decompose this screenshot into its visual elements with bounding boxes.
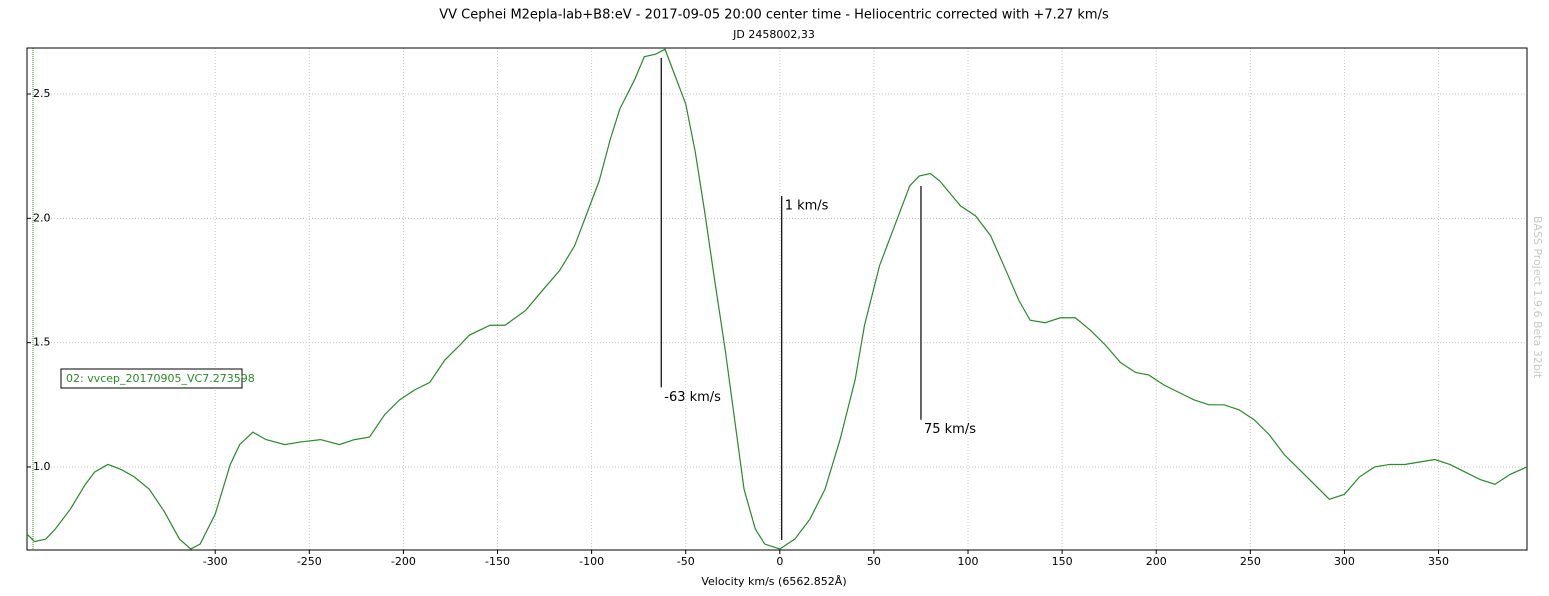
- annotation-label: -63 km/s: [664, 390, 721, 405]
- annotation-label: 75 km/s: [924, 422, 976, 437]
- y-tick-label: 1.0: [33, 460, 51, 473]
- y-tick-label: 2.0: [33, 211, 51, 224]
- legend-label: 02: vvcep_20170905_VC7.273598: [66, 372, 255, 385]
- legend-box: [60, 368, 243, 389]
- x-tick-label: -150: [485, 555, 510, 568]
- x-tick-label: -50: [677, 555, 695, 568]
- x-tick-label: -250: [297, 555, 322, 568]
- x-tick-label: 200: [1146, 555, 1167, 568]
- data-line: [26, 48, 1528, 550]
- x-tick-label: -200: [391, 555, 416, 568]
- chart-title: VV Cephei M2epla-lab+B8:eV - 2017-09-05 …: [439, 8, 1109, 23]
- y-tick-label: 2.5: [33, 87, 51, 100]
- watermark: BASS Project 1.9.6 Beta 32bit: [1531, 216, 1544, 379]
- x-tick-label: -300: [203, 555, 228, 568]
- x-tick-label: 300: [1334, 555, 1355, 568]
- x-tick-label: 50: [867, 555, 881, 568]
- x-tick-label: 350: [1428, 555, 1449, 568]
- chart-subtitle: JD 2458002,33: [732, 28, 815, 41]
- annotation-label: 1 km/s: [785, 198, 829, 213]
- y-tick-label: 1.5: [33, 336, 51, 349]
- x-tick-label: 0: [776, 555, 783, 568]
- x-tick-label: 100: [958, 555, 979, 568]
- x-tick-label: 250: [1240, 555, 1261, 568]
- plot-frame: [26, 47, 1528, 551]
- x-axis-label: Velocity km/s (6562.852Å): [701, 575, 846, 588]
- x-tick-label: -100: [579, 555, 604, 568]
- x-tick-label: 150: [1052, 555, 1073, 568]
